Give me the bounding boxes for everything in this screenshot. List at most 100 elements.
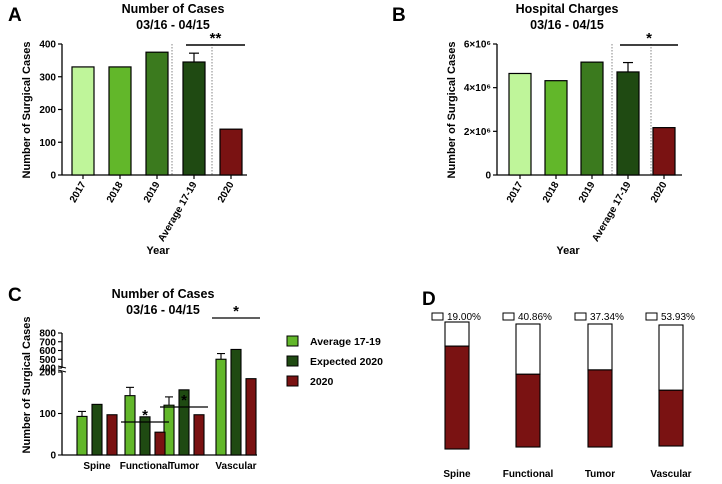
bar-empty-vascular: [658, 324, 684, 391]
bar-average-17-19-vascular: [215, 358, 227, 456]
chart-d-xtick: Spine: [443, 469, 471, 480]
chart-b-xtick: 2020: [649, 180, 670, 205]
bar-average-17-19: [616, 71, 640, 176]
chart-c-significance-label: *: [142, 407, 148, 424]
chart-a-xtick: 2019: [142, 180, 163, 205]
bar-2020-vascular: [245, 378, 257, 456]
chart-b-ytick: 2×10⁶: [464, 127, 491, 138]
percent-marker-box: [574, 312, 587, 321]
chart-b-ylabel: Number of Surgical Cases: [446, 42, 458, 179]
chart-a-ytick: 400: [39, 40, 56, 51]
chart-d-bars: [431, 312, 684, 450]
legend-label: 2020: [310, 376, 334, 388]
bar-fill-tumor: [587, 369, 613, 448]
percent-marker-box: [431, 312, 444, 321]
chart-c-axis-break: [57, 369, 67, 373]
chart-a-yticks: 0 100 200 300 400: [39, 40, 56, 182]
chart-a-ytick: 300: [39, 72, 56, 83]
chart-c-bars: [58, 317, 260, 456]
bar-2018: [108, 66, 132, 176]
chart-b-bars: [493, 43, 678, 179]
bar-expected-2020-vascular: [230, 348, 242, 456]
chart-d-xticks: Spine Functional Tumor Vascular: [443, 469, 691, 480]
chart-a-xtick: 2018: [105, 180, 126, 205]
bar-2020-functional: [154, 431, 166, 456]
chart-a-ytick: 200: [39, 105, 56, 116]
chart-d-xtick: Vascular: [650, 469, 691, 480]
chart-b-ytick: 0: [485, 171, 491, 182]
chart-a-subtitle: 03/16 - 04/15: [136, 18, 210, 32]
chart-b-title: Hospital Charges: [516, 2, 619, 16]
chart-d: D 19.00% 40.86% 37.34% 53.93% Spine Func…: [422, 289, 695, 480]
bar-average-17-19: [182, 61, 206, 176]
bar-expected-2020-functional: [139, 416, 151, 456]
chart-c-xtick: Functional: [120, 461, 171, 472]
chart-c-xticks: Spine Functional Tumor Vascular: [83, 461, 256, 472]
chart-a-xtick: 2017: [68, 180, 89, 205]
chart-c-ytick: 100: [39, 409, 56, 420]
legend-label: Expected 2020: [310, 356, 383, 368]
bar-2019: [145, 51, 169, 176]
bar-2017: [71, 66, 95, 176]
bar-fill-spine: [444, 345, 470, 450]
chart-c-xtick: Spine: [83, 461, 111, 472]
legend-label: Average 17-19: [310, 336, 381, 348]
chart-a-bars: [58, 43, 245, 179]
chart-d-percent-labels: 19.00% 40.86% 37.34% 53.93%: [447, 312, 695, 323]
bar-empty-tumor: [587, 323, 613, 371]
chart-d-xtick: Functional: [503, 469, 554, 480]
legend-swatch-2020: [286, 375, 299, 387]
bar-expected-2020-tumor: [178, 389, 190, 456]
chart-c-ytick: 700: [39, 337, 56, 348]
bar-average-17-19-spine: [76, 415, 88, 456]
panel-label-a: A: [8, 5, 22, 26]
chart-b-xticks: 2017 2018 2019 Average 17-19 2020: [505, 180, 670, 244]
chart-c: C Number of Cases 03/16 - 04/15 Number o…: [8, 285, 383, 472]
chart-b-xtick: 2019: [577, 180, 598, 205]
chart-b: B Hospital Charges 03/16 - 04/15 Number …: [392, 2, 682, 257]
chart-d-percent-label: 19.00%: [447, 312, 481, 323]
bar-2018: [544, 80, 568, 176]
chart-a-ytick: 0: [50, 171, 56, 182]
chart-a-xtick: 2020: [216, 180, 237, 205]
panel-label-c: C: [8, 285, 22, 306]
chart-b-yticks: 0 2×10⁶ 4×10⁶ 6×10⁶: [464, 40, 492, 182]
bar-2019: [580, 61, 604, 176]
chart-a-title: Number of Cases: [122, 2, 225, 16]
chart-c-ytick: 400: [39, 364, 56, 375]
chart-b-xtick: 2018: [541, 180, 562, 205]
chart-a-significance-label: **: [210, 30, 222, 47]
bar-2020: [219, 128, 243, 176]
chart-c-significance: * * *: [142, 303, 239, 424]
chart-c-ytick: 0: [50, 451, 56, 462]
chart-c-ytick: 500: [39, 355, 56, 366]
chart-b-xlabel: Year: [556, 245, 580, 257]
chart-c-legend: Average 17-19 Expected 2020 2020: [286, 335, 383, 388]
chart-c-ytick: 200: [39, 368, 56, 379]
chart-c-ylabel: Number of Surgical Cases: [21, 317, 33, 454]
chart-c-xtick: Vascular: [215, 461, 256, 472]
bar-empty-spine: [444, 321, 470, 347]
chart-d-percent-label: 40.86%: [518, 312, 552, 323]
chart-a-xtick: Average 17-19: [156, 180, 199, 244]
chart-a-xlabel: Year: [146, 245, 170, 257]
bar-expected-2020-spine: [91, 403, 103, 456]
chart-d-xtick: Tumor: [585, 469, 615, 480]
chart-a: A Number of Cases 03/16 - 04/15 Number o…: [8, 2, 247, 257]
bar-empty-functional: [515, 323, 541, 375]
panel-label-b: B: [392, 5, 406, 26]
chart-b-significance-label: *: [646, 30, 652, 47]
chart-b-subtitle: 03/16 - 04/15: [530, 18, 604, 32]
chart-c-significance-label: *: [181, 392, 187, 409]
chart-c-title: Number of Cases: [112, 287, 215, 301]
chart-d-percent-label: 37.34%: [590, 312, 624, 323]
bar-fill-vascular: [658, 389, 684, 447]
chart-c-ytick: 800: [39, 329, 56, 340]
chart-d-percent-label: 53.93%: [661, 312, 695, 323]
bar-2020-tumor: [193, 414, 205, 456]
bar-2020-spine: [106, 414, 118, 456]
legend-swatch-expected: [286, 355, 299, 367]
chart-b-xtick: 2017: [505, 180, 526, 205]
chart-c-subtitle: 03/16 - 04/15: [126, 303, 200, 317]
